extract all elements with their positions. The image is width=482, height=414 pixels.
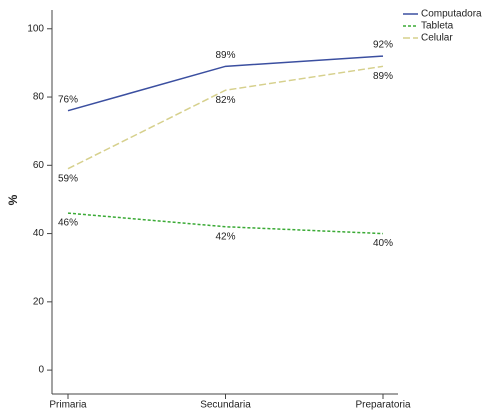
x-tick-label: Preparatoria bbox=[355, 400, 410, 411]
y-tick-label: 80 bbox=[33, 92, 45, 103]
y-tick-label: 60 bbox=[33, 160, 45, 171]
y-tick-label: 40 bbox=[33, 228, 45, 239]
data-label: 76% bbox=[58, 94, 78, 105]
y-axis-label: % bbox=[6, 194, 20, 205]
legend-label: Computadora bbox=[421, 9, 482, 20]
legend-label: Tableta bbox=[421, 21, 454, 32]
y-tick-label: 100 bbox=[27, 23, 44, 34]
y-tick-label: 20 bbox=[33, 296, 45, 307]
data-label: 42% bbox=[215, 231, 235, 242]
series-line bbox=[67, 55, 384, 112]
data-label: 46% bbox=[58, 218, 78, 229]
y-tick-label: 0 bbox=[38, 365, 44, 376]
data-label: 59% bbox=[58, 173, 78, 184]
data-label: 40% bbox=[373, 238, 393, 249]
data-label: 82% bbox=[215, 95, 235, 106]
x-tick-label: Primaria bbox=[49, 400, 87, 411]
series-line bbox=[67, 65, 384, 170]
data-label: 89% bbox=[215, 50, 235, 61]
series-line bbox=[67, 212, 384, 235]
x-tick-label: Secundaria bbox=[200, 400, 251, 411]
data-label: 92% bbox=[373, 40, 393, 51]
data-label: 89% bbox=[373, 71, 393, 82]
legend-label: Celular bbox=[421, 33, 453, 44]
